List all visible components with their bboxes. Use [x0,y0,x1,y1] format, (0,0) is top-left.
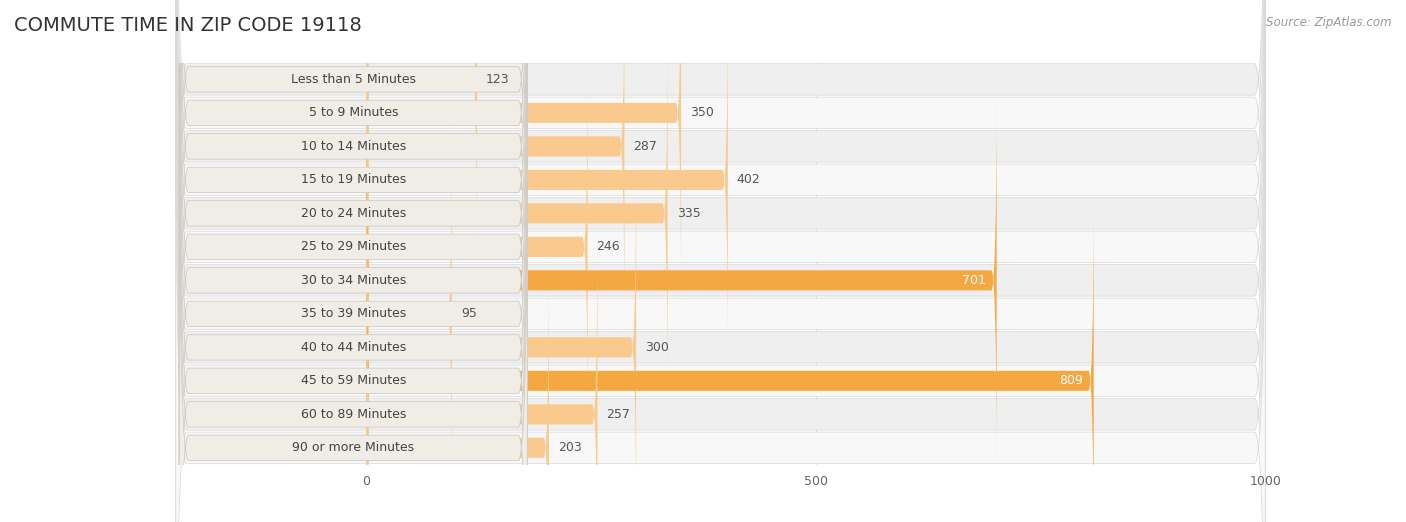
Text: 45 to 59 Minutes: 45 to 59 Minutes [301,374,406,387]
Text: 402: 402 [737,173,761,186]
Text: 5 to 9 Minutes: 5 to 9 Minutes [308,106,398,120]
Text: 287: 287 [634,140,658,153]
FancyBboxPatch shape [180,0,527,401]
Text: 10 to 14 Minutes: 10 to 14 Minutes [301,140,406,153]
Text: 300: 300 [645,341,669,354]
Text: 40 to 44 Minutes: 40 to 44 Minutes [301,341,406,354]
FancyBboxPatch shape [367,22,668,404]
FancyBboxPatch shape [180,25,527,522]
FancyBboxPatch shape [176,0,1265,522]
Text: 203: 203 [558,441,582,454]
FancyBboxPatch shape [176,62,1265,522]
FancyBboxPatch shape [367,223,598,522]
FancyBboxPatch shape [176,0,1265,522]
FancyBboxPatch shape [180,0,527,435]
Text: 809: 809 [1059,374,1083,387]
FancyBboxPatch shape [180,92,527,522]
Text: 35 to 39 Minutes: 35 to 39 Minutes [301,307,406,321]
Text: 246: 246 [596,240,620,253]
Text: 701: 701 [962,274,986,287]
FancyBboxPatch shape [180,0,527,469]
FancyBboxPatch shape [367,0,728,371]
Text: COMMUTE TIME IN ZIP CODE 19118: COMMUTE TIME IN ZIP CODE 19118 [14,16,361,34]
Text: 60 to 89 Minutes: 60 to 89 Minutes [301,408,406,421]
Text: 350: 350 [690,106,714,120]
Text: 95: 95 [461,307,477,321]
FancyBboxPatch shape [367,190,1094,522]
FancyBboxPatch shape [180,0,527,522]
FancyBboxPatch shape [176,0,1265,522]
FancyBboxPatch shape [176,0,1265,522]
Text: 123: 123 [486,73,509,86]
Text: 257: 257 [606,408,630,421]
FancyBboxPatch shape [367,56,588,438]
FancyBboxPatch shape [367,89,997,471]
FancyBboxPatch shape [367,0,681,304]
FancyBboxPatch shape [180,0,527,522]
FancyBboxPatch shape [180,126,527,522]
FancyBboxPatch shape [367,0,477,270]
FancyBboxPatch shape [176,0,1265,522]
FancyBboxPatch shape [180,58,527,522]
Text: Less than 5 Minutes: Less than 5 Minutes [291,73,416,86]
Text: 20 to 24 Minutes: 20 to 24 Minutes [301,207,406,220]
FancyBboxPatch shape [176,0,1265,499]
Text: 30 to 34 Minutes: 30 to 34 Minutes [301,274,406,287]
FancyBboxPatch shape [367,257,548,522]
FancyBboxPatch shape [176,0,1265,522]
FancyBboxPatch shape [180,0,527,522]
Text: 335: 335 [676,207,700,220]
FancyBboxPatch shape [367,0,624,337]
FancyBboxPatch shape [180,0,527,502]
Text: 25 to 29 Minutes: 25 to 29 Minutes [301,240,406,253]
FancyBboxPatch shape [176,0,1265,522]
Text: Source: ZipAtlas.com: Source: ZipAtlas.com [1267,16,1392,29]
FancyBboxPatch shape [367,157,636,522]
Text: 15 to 19 Minutes: 15 to 19 Minutes [301,173,406,186]
FancyBboxPatch shape [367,123,451,505]
FancyBboxPatch shape [176,0,1265,522]
Text: 90 or more Minutes: 90 or more Minutes [292,441,415,454]
FancyBboxPatch shape [176,28,1265,522]
FancyBboxPatch shape [180,0,527,522]
FancyBboxPatch shape [176,0,1265,466]
